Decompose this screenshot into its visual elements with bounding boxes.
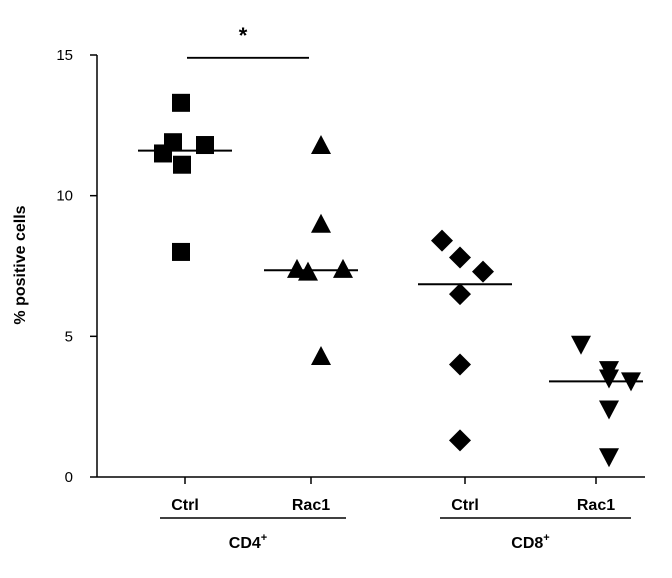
y-axis-title: % positive cells <box>12 205 29 324</box>
data-point <box>311 346 331 366</box>
axes: 0 5 10 15 Ctrl Rac1 Ctrl Rac1 CD4+ CD8+ * <box>56 23 645 552</box>
y-tick-label: 5 <box>65 328 73 345</box>
data-point <box>311 213 331 233</box>
data-point <box>173 155 191 174</box>
data-point <box>599 448 619 468</box>
data-point <box>449 429 471 452</box>
data-point <box>154 144 172 163</box>
data-point <box>196 136 214 155</box>
group-label: CD8+ <box>511 532 549 552</box>
x-category-label: Ctrl <box>171 497 199 514</box>
data-point <box>311 135 331 155</box>
data-points <box>138 93 643 468</box>
x-category-label: Rac1 <box>577 497 615 514</box>
y-tick-label: 15 <box>56 47 73 64</box>
data-point <box>172 242 190 261</box>
data-point <box>599 369 619 389</box>
x-category-label: Rac1 <box>292 497 330 514</box>
data-point <box>333 258 353 278</box>
data-point <box>449 283 471 306</box>
y-tick-label: 10 <box>56 188 73 205</box>
data-point <box>599 400 619 420</box>
data-point <box>431 229 453 252</box>
data-point <box>449 246 471 269</box>
data-point <box>172 93 190 112</box>
data-point <box>449 353 471 376</box>
y-tick-label: 0 <box>65 469 73 486</box>
data-point <box>571 335 591 355</box>
data-point <box>472 260 494 283</box>
group-label: CD4+ <box>229 532 267 552</box>
significance-label: * <box>239 23 248 48</box>
x-category-label: Ctrl <box>451 497 479 514</box>
